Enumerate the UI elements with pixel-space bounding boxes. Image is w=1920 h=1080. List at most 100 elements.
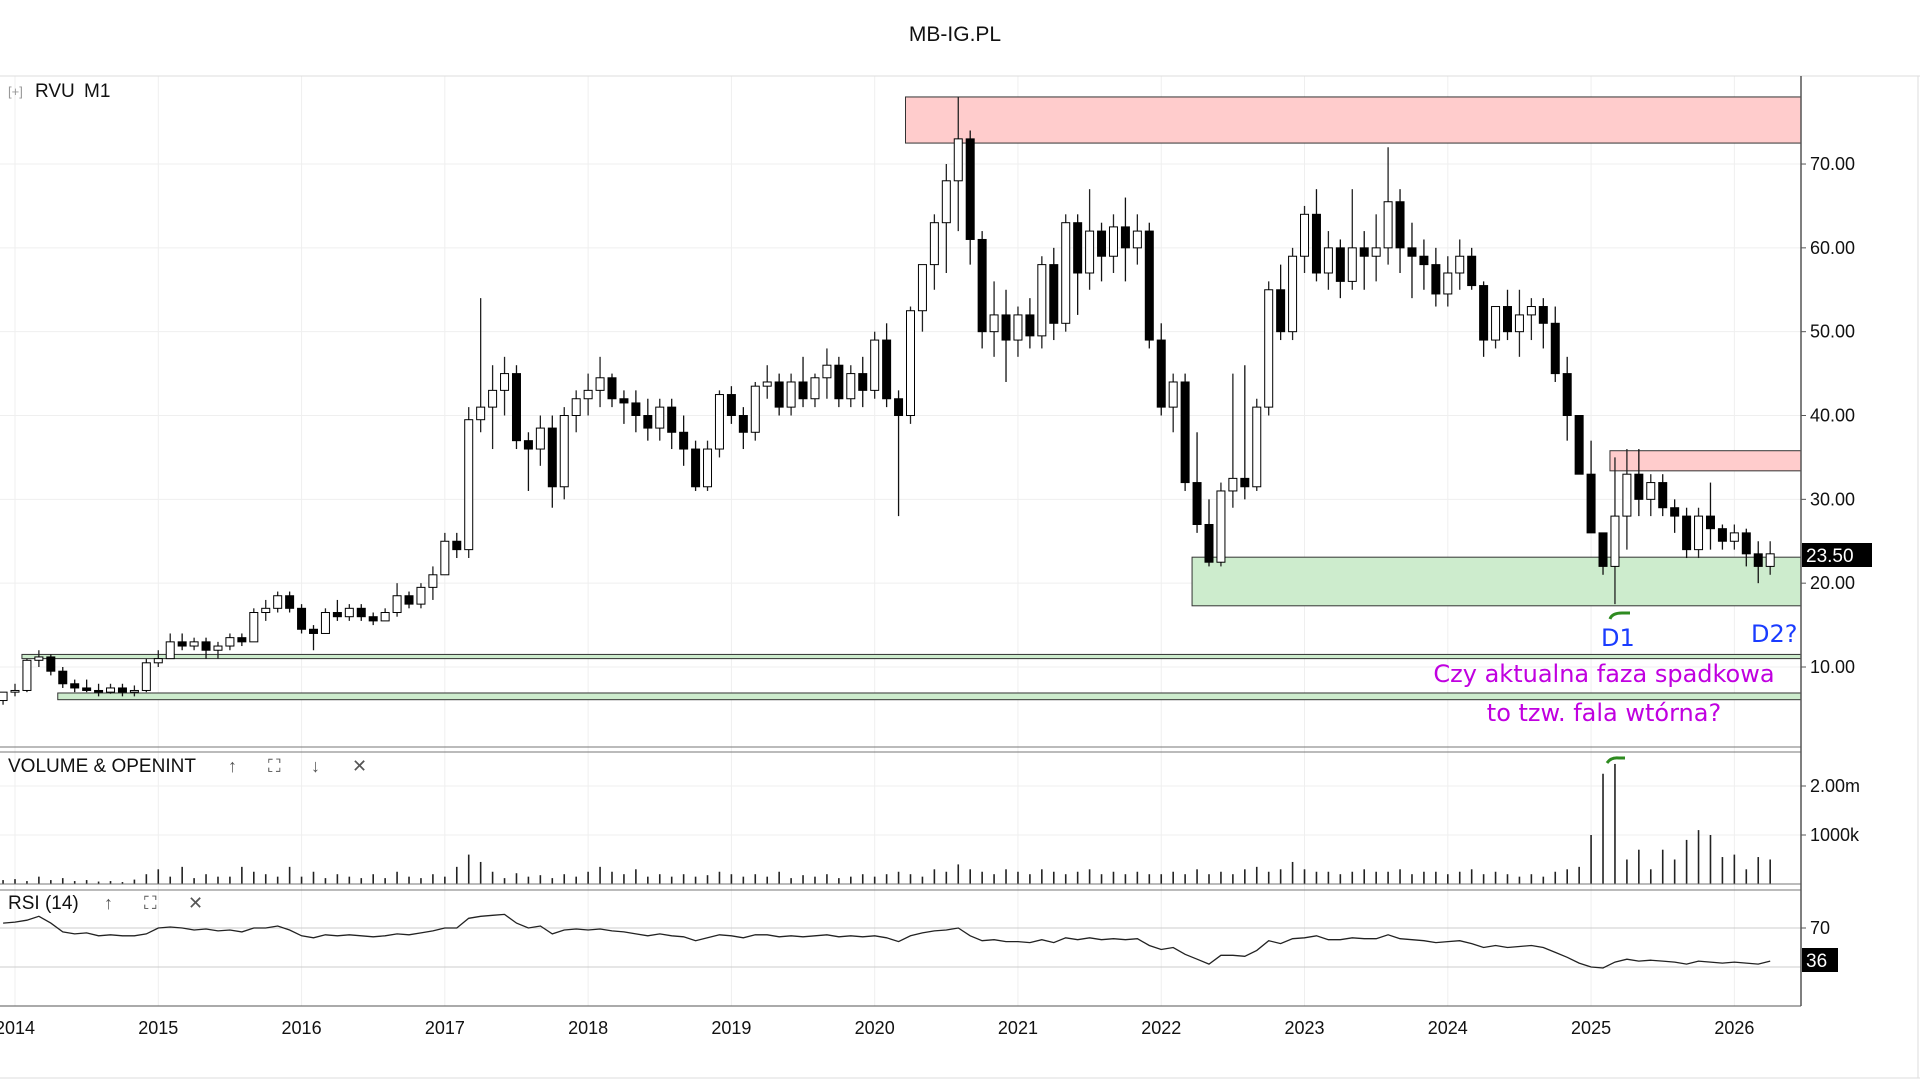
- last-price-badge: [1802, 543, 1872, 567]
- candle-up: [822, 364, 832, 379]
- candle-up: [1610, 515, 1620, 567]
- candle-up: [1491, 306, 1501, 341]
- candle-up: [392, 595, 402, 614]
- candle-up: [762, 381, 772, 387]
- volume-bars: [2, 763, 1771, 884]
- candle-up: [1347, 247, 1357, 282]
- candle-down: [1001, 314, 1011, 341]
- candle-up: [810, 377, 820, 400]
- candle-up: [1526, 306, 1536, 316]
- gridlines: [0, 76, 1801, 1006]
- candle-up: [906, 310, 915, 417]
- volume-panel-title: VOLUME & OPENINT: [8, 756, 196, 777]
- candle-down: [1562, 373, 1572, 417]
- x-tick-label: 2026: [1714, 1018, 1754, 1038]
- candle-up: [1323, 247, 1333, 274]
- symbol-label: RVU: [35, 81, 75, 102]
- arrow-up-icon[interactable]: ↑: [228, 756, 237, 776]
- price-zones: [21, 96, 1802, 701]
- close-icon[interactable]: ✕: [352, 756, 367, 776]
- candle-up: [213, 645, 223, 651]
- candle-up: [1085, 230, 1095, 274]
- candle-down: [1503, 306, 1512, 333]
- candle-down: [1538, 306, 1548, 324]
- arrow-up-icon[interactable]: ↑: [104, 893, 113, 913]
- supply-zone: [905, 96, 1802, 144]
- candle-down: [452, 540, 462, 551]
- candle-down: [679, 431, 689, 450]
- candle-up: [500, 373, 510, 391]
- candle-down: [511, 373, 521, 442]
- candle-down: [1097, 230, 1107, 257]
- candle-down: [894, 398, 904, 417]
- maximize-icon[interactable]: ⛶: [268, 756, 281, 776]
- candle-down: [332, 612, 342, 618]
- rsi-line-path: [3, 913, 1771, 969]
- candle-down: [882, 339, 892, 400]
- candle-down: [70, 683, 80, 689]
- candle-down: [977, 238, 987, 333]
- annotation-d1: D1: [1601, 624, 1635, 652]
- candle-up: [870, 339, 880, 391]
- candle-down: [94, 689, 104, 693]
- arrow-down-icon[interactable]: ↓: [311, 756, 320, 776]
- candle-up: [535, 427, 545, 450]
- candle-down: [1467, 255, 1477, 287]
- demand-zone: [1191, 556, 1802, 607]
- candle-up: [1455, 255, 1465, 274]
- candle-down: [1144, 230, 1154, 341]
- candle-down: [1311, 213, 1321, 274]
- candle-up: [416, 586, 426, 605]
- candle-up: [225, 637, 235, 647]
- price-tick-label: 10.00: [1810, 657, 1855, 677]
- candle-down: [1717, 528, 1727, 542]
- candle-up: [1443, 272, 1453, 295]
- candle-down: [1120, 226, 1130, 249]
- candle-down: [691, 448, 701, 488]
- candle-up: [1061, 222, 1071, 324]
- candle-up: [571, 398, 581, 417]
- candle-down: [1682, 515, 1692, 551]
- candle-up: [1228, 477, 1238, 492]
- candle-up: [846, 373, 856, 400]
- candle-down: [607, 377, 617, 400]
- candle-down: [309, 628, 318, 634]
- rsi-panel-title: RSI (14): [8, 893, 79, 914]
- candle-down: [1276, 289, 1286, 333]
- candle-up: [1168, 381, 1178, 408]
- candle-down: [404, 595, 414, 605]
- candle-down: [738, 415, 748, 433]
- demand-zone: [21, 653, 1802, 660]
- candle-up: [655, 406, 665, 429]
- expand-icon[interactable]: [+]: [8, 84, 23, 99]
- maximize-icon[interactable]: ⛶: [144, 893, 157, 913]
- interval-label: M1: [84, 81, 110, 102]
- candle-down: [177, 641, 187, 647]
- candle-up: [320, 612, 330, 634]
- candle-down: [1431, 264, 1441, 295]
- candle-up: [1729, 532, 1739, 542]
- candle-down: [356, 607, 366, 618]
- candle-up: [989, 314, 999, 333]
- rsi-line: [3, 913, 1771, 969]
- x-tick-label: 2014: [0, 1018, 35, 1038]
- axis-labels: 2014 2015 2016 2017 2018 2019 2020 2021 2022 2023…: [0, 154, 1860, 1038]
- candle-down: [1240, 477, 1250, 488]
- candle-up: [0, 691, 8, 702]
- candle-up: [929, 222, 939, 266]
- candle-down: [1395, 201, 1405, 249]
- candle-up: [261, 607, 271, 614]
- price-tick-label: 20.00: [1810, 573, 1855, 593]
- close-icon[interactable]: ✕: [188, 893, 203, 913]
- candle-up: [1383, 201, 1393, 249]
- candle-down: [798, 381, 808, 400]
- candle-down: [547, 427, 557, 488]
- candle-down: [1192, 482, 1202, 525]
- price-tick-label: 60.00: [1810, 238, 1855, 258]
- candle-up: [440, 540, 450, 576]
- candle-down: [1407, 247, 1417, 257]
- candle-down: [667, 406, 677, 433]
- candle-up: [1300, 213, 1310, 257]
- candle-up: [941, 180, 951, 224]
